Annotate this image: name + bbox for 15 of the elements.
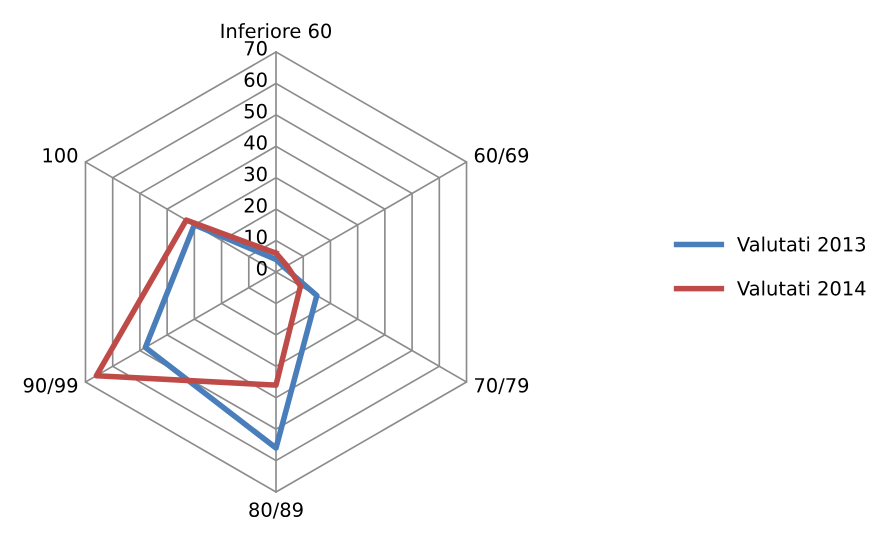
- spoke-label: Inferiore 60: [222, 23, 332, 38]
- spoke-label: 100: [44, 148, 78, 163]
- y-tick-label: 20: [244, 198, 267, 213]
- y-tick-label: 40: [244, 135, 267, 150]
- y-tick-label: 30: [244, 166, 267, 182]
- spoke-label: 80/89: [249, 502, 303, 519]
- y-tick-label: 50: [244, 104, 267, 118]
- y-tick-label: 70: [244, 40, 267, 56]
- legend-label: Valutati 2014: [737, 280, 866, 296]
- y-tick-label: 0: [256, 260, 267, 276]
- spoke-label: 70/79: [475, 378, 528, 394]
- spoke-label: 90/99: [24, 378, 78, 394]
- spoke-label: 60/69: [474, 148, 528, 164]
- legend-label: Valutati 2013: [737, 236, 865, 252]
- y-tick-label: 60: [244, 72, 267, 88]
